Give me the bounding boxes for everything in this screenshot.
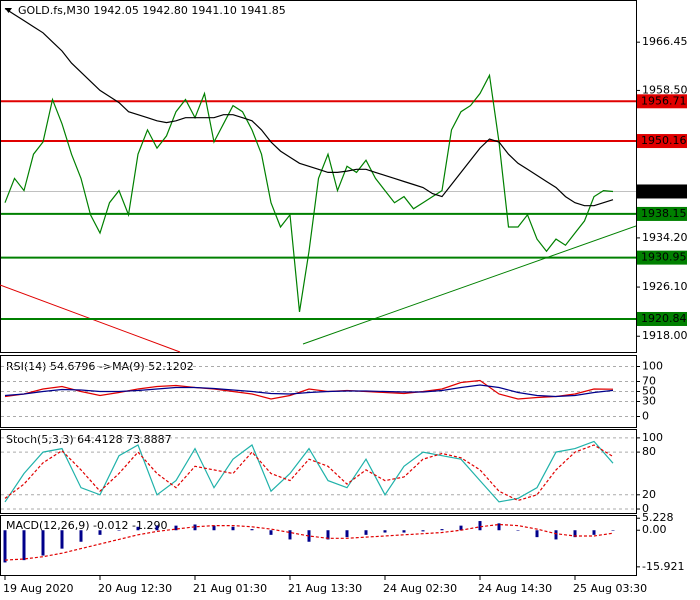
level-tag xyxy=(637,184,687,199)
level-label: 1938.15 xyxy=(641,207,687,220)
histogram-bar xyxy=(573,530,577,538)
histogram-bar xyxy=(117,530,121,531)
pane-title: Stoch(5,3,3) 64.4128 73.8887 xyxy=(6,433,172,446)
histogram-bar xyxy=(383,530,387,533)
histogram-bar xyxy=(326,530,330,540)
histogram-bar xyxy=(250,529,254,531)
histogram-bar xyxy=(193,524,197,531)
chart-title: GOLD.fs,M30 1942.05 1942.80 1941.10 1941… xyxy=(18,4,286,17)
histogram-bar xyxy=(364,530,368,535)
y-tick-label: 30 xyxy=(642,395,656,408)
histogram-bar xyxy=(402,530,406,533)
histogram-bar xyxy=(212,525,216,531)
y-tick-label: 0.00 xyxy=(642,523,667,536)
x-tick-label: 20 Aug 12:30 xyxy=(98,582,172,595)
histogram-bar xyxy=(3,530,7,563)
level-tag xyxy=(637,134,687,149)
y-tick-label: 20 xyxy=(642,488,656,501)
histogram-bar xyxy=(421,530,425,532)
level-tag xyxy=(637,250,687,265)
y-tick-label: 70 xyxy=(642,375,656,388)
y-tick-label: 1926.10 xyxy=(642,280,688,293)
y-tick-label: 50 xyxy=(642,385,656,398)
level-label: 1956.71 xyxy=(641,94,687,107)
y-tick-label: 100 xyxy=(642,431,663,444)
level-label: 1930.95 xyxy=(641,251,687,264)
x-tick-label: 24 Aug 02:30 xyxy=(383,582,457,595)
x-tick-label: 21 Aug 01:30 xyxy=(193,582,267,595)
histogram-bar xyxy=(478,521,482,531)
histogram-bar xyxy=(535,530,539,538)
series-line xyxy=(4,523,614,561)
histogram-bar xyxy=(345,530,349,538)
level-label: 1920.84 xyxy=(641,312,687,325)
series-line xyxy=(4,440,614,503)
y-tick-label: 5.228 xyxy=(642,511,674,524)
histogram-bar xyxy=(307,530,311,542)
macd-pane xyxy=(0,515,637,576)
histogram-bar xyxy=(155,525,159,531)
histogram-bar xyxy=(497,523,501,531)
histogram-bar xyxy=(269,530,273,535)
y-tick-label: 1918.00 xyxy=(642,329,688,342)
level-tag xyxy=(637,206,687,221)
series-line xyxy=(4,384,614,398)
histogram-bar xyxy=(592,530,596,535)
y-tick-label: 100 xyxy=(642,360,663,373)
histogram-bar xyxy=(231,526,235,531)
histogram-bar xyxy=(98,530,102,535)
x-tick-label: 24 Aug 14:30 xyxy=(478,582,552,595)
histogram-bar xyxy=(136,526,140,531)
series-line xyxy=(4,444,614,502)
y-tick-label: 0 xyxy=(642,410,649,423)
x-tick-label: 21 Aug 13:30 xyxy=(288,582,362,595)
series-line xyxy=(4,7,614,207)
histogram-bar xyxy=(22,530,26,561)
level-tag xyxy=(637,311,687,326)
histogram-bar xyxy=(79,530,83,542)
histogram-bar xyxy=(459,525,463,531)
trend-line xyxy=(302,225,637,345)
y-tick-label: 0 xyxy=(642,502,649,515)
pane-title: MACD(12,26,9) -0.012 -1.290 xyxy=(6,519,167,532)
y-tick-label: -15.921 xyxy=(642,560,684,573)
histogram-bar xyxy=(516,530,520,531)
x-tick-label: 19 Aug 2020 xyxy=(3,582,73,595)
series-line xyxy=(4,379,614,400)
y-tick-label: 1958.50 xyxy=(642,83,688,96)
series-line xyxy=(4,73,614,312)
histogram-bar xyxy=(174,525,178,531)
histogram-bar xyxy=(288,530,292,540)
y-tick-label: 80 xyxy=(642,445,656,458)
y-tick-label: 1934.20 xyxy=(642,231,688,244)
level-label: 1941.85 xyxy=(641,184,687,197)
level-tag xyxy=(637,94,687,109)
y-tick-label: 1966.45 xyxy=(642,35,688,48)
histogram-bar xyxy=(440,529,444,531)
histogram-bar xyxy=(554,530,558,540)
histogram-bar xyxy=(611,530,615,531)
histogram-bar xyxy=(60,530,64,549)
x-tick-label: 25 Aug 03:30 xyxy=(573,582,647,595)
main-pane xyxy=(0,0,637,353)
stoch-pane xyxy=(0,429,637,514)
histogram-bar xyxy=(41,530,45,556)
level-label: 1950.16 xyxy=(641,134,687,147)
